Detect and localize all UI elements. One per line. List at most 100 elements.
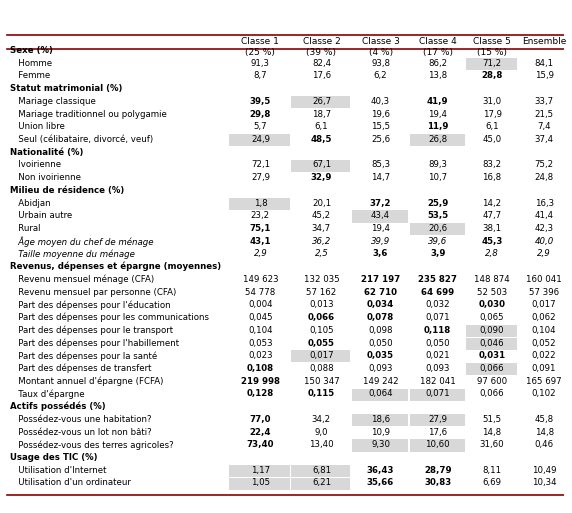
Text: Taux d'épargne: Taux d'épargne	[10, 389, 85, 399]
Text: 14,8: 14,8	[535, 427, 554, 437]
Text: 6,81: 6,81	[312, 466, 331, 475]
Text: 45,3: 45,3	[482, 237, 503, 246]
FancyBboxPatch shape	[352, 414, 408, 426]
Text: 48,5: 48,5	[311, 135, 332, 144]
Text: 28,79: 28,79	[424, 466, 451, 475]
Text: 0,128: 0,128	[247, 389, 274, 399]
Text: Statut matrimonial (%): Statut matrimonial (%)	[10, 84, 122, 93]
Text: Ensemble: Ensemble	[522, 37, 566, 46]
Text: 38,1: 38,1	[482, 224, 502, 233]
FancyBboxPatch shape	[410, 440, 464, 451]
Text: 85,3: 85,3	[371, 161, 390, 169]
Text: 0,053: 0,053	[248, 339, 273, 347]
Text: Part des dépenses pour la santé: Part des dépenses pour la santé	[10, 351, 157, 361]
Text: 19,6: 19,6	[371, 110, 390, 119]
Text: 0,091: 0,091	[532, 364, 557, 373]
Text: 31,60: 31,60	[480, 440, 505, 449]
Text: 13,40: 13,40	[309, 440, 334, 449]
Text: 17,6: 17,6	[428, 427, 447, 437]
Text: 41,9: 41,9	[427, 97, 448, 106]
Text: 25,9: 25,9	[427, 199, 448, 208]
Text: 54 778: 54 778	[245, 288, 276, 297]
Text: 84,1: 84,1	[535, 58, 554, 68]
Text: 9,0: 9,0	[315, 427, 328, 437]
Text: 5,7: 5,7	[253, 122, 267, 131]
Text: 51,5: 51,5	[482, 415, 502, 424]
Text: 0,031: 0,031	[478, 351, 506, 360]
Text: Union libre: Union libre	[10, 122, 65, 131]
FancyBboxPatch shape	[291, 465, 351, 477]
Text: 8,7: 8,7	[253, 71, 267, 81]
Text: 0,064: 0,064	[368, 389, 393, 399]
Text: 77,0: 77,0	[249, 415, 271, 424]
Text: 0,017: 0,017	[309, 351, 334, 360]
Text: 18,6: 18,6	[371, 415, 390, 424]
Text: 0,104: 0,104	[532, 326, 557, 335]
FancyBboxPatch shape	[352, 440, 408, 451]
Text: 36,2: 36,2	[312, 237, 331, 246]
Text: 23,2: 23,2	[251, 211, 270, 220]
Text: 14,7: 14,7	[371, 173, 390, 182]
Text: 83,2: 83,2	[482, 161, 502, 169]
Text: 15,5: 15,5	[371, 122, 390, 131]
Text: Usage des TIC (%): Usage des TIC (%)	[10, 453, 97, 462]
Text: 160 041: 160 041	[526, 275, 562, 284]
Text: 0,065: 0,065	[480, 313, 505, 322]
FancyBboxPatch shape	[466, 58, 517, 70]
Text: 39,9: 39,9	[371, 237, 390, 246]
Text: 235 827: 235 827	[418, 275, 457, 284]
FancyBboxPatch shape	[352, 210, 408, 223]
Text: 24,8: 24,8	[535, 173, 554, 182]
Text: 0,046: 0,046	[480, 339, 505, 347]
FancyBboxPatch shape	[229, 465, 290, 477]
Text: 2,8: 2,8	[485, 249, 499, 259]
Text: 16,8: 16,8	[482, 173, 502, 182]
Text: Taille moyenne du ménage: Taille moyenne du ménage	[10, 249, 135, 259]
Text: 9,30: 9,30	[371, 440, 390, 449]
Text: Nationalité (%): Nationalité (%)	[10, 148, 83, 157]
Text: Montant annuel d'épargne (FCFA): Montant annuel d'épargne (FCFA)	[10, 377, 163, 386]
Text: 35,66: 35,66	[367, 479, 394, 487]
Text: 45,0: 45,0	[482, 135, 502, 144]
Text: Classe 3
(4 %): Classe 3 (4 %)	[362, 37, 399, 57]
Text: 0,023: 0,023	[248, 351, 273, 360]
Text: 42,3: 42,3	[535, 224, 554, 233]
Text: 14,8: 14,8	[482, 427, 502, 437]
FancyBboxPatch shape	[466, 363, 517, 375]
Text: 26,7: 26,7	[312, 97, 331, 106]
Text: 86,2: 86,2	[428, 58, 447, 68]
Text: 0,066: 0,066	[480, 389, 505, 399]
Text: 1,8: 1,8	[253, 199, 267, 208]
FancyBboxPatch shape	[410, 414, 464, 426]
Text: Classe 4
(17 %): Classe 4 (17 %)	[419, 37, 456, 57]
Text: 0,088: 0,088	[309, 364, 334, 373]
Text: 29,8: 29,8	[250, 110, 271, 119]
FancyBboxPatch shape	[291, 96, 351, 108]
Text: 0,022: 0,022	[532, 351, 557, 360]
Text: 17,9: 17,9	[483, 110, 502, 119]
Text: 75,1: 75,1	[250, 224, 271, 233]
Text: 1,05: 1,05	[251, 479, 270, 487]
Text: 62 710: 62 710	[364, 288, 397, 297]
Text: Actifs possédés (%): Actifs possédés (%)	[10, 402, 105, 411]
Text: 13,8: 13,8	[428, 71, 447, 81]
FancyBboxPatch shape	[466, 325, 517, 337]
Text: Milieu de résidence (%): Milieu de résidence (%)	[10, 186, 124, 195]
Text: 40,0: 40,0	[534, 237, 554, 246]
FancyBboxPatch shape	[229, 198, 290, 210]
Text: 20,6: 20,6	[428, 224, 447, 233]
Text: Possédez-vous des terres agricoles?: Possédez-vous des terres agricoles?	[10, 440, 173, 449]
Text: 0,098: 0,098	[368, 326, 393, 335]
Text: 0,050: 0,050	[426, 339, 450, 347]
Text: 14,2: 14,2	[482, 199, 502, 208]
Text: 0,004: 0,004	[248, 301, 273, 309]
Text: 22,4: 22,4	[249, 427, 271, 437]
Text: 31,0: 31,0	[482, 97, 502, 106]
FancyBboxPatch shape	[410, 388, 464, 401]
FancyBboxPatch shape	[466, 338, 517, 350]
Text: Sexe (%): Sexe (%)	[10, 46, 53, 55]
Text: 32,9: 32,9	[311, 173, 332, 182]
Text: 0,050: 0,050	[368, 339, 393, 347]
Text: 0,066: 0,066	[308, 313, 335, 322]
Text: 16,3: 16,3	[535, 199, 554, 208]
